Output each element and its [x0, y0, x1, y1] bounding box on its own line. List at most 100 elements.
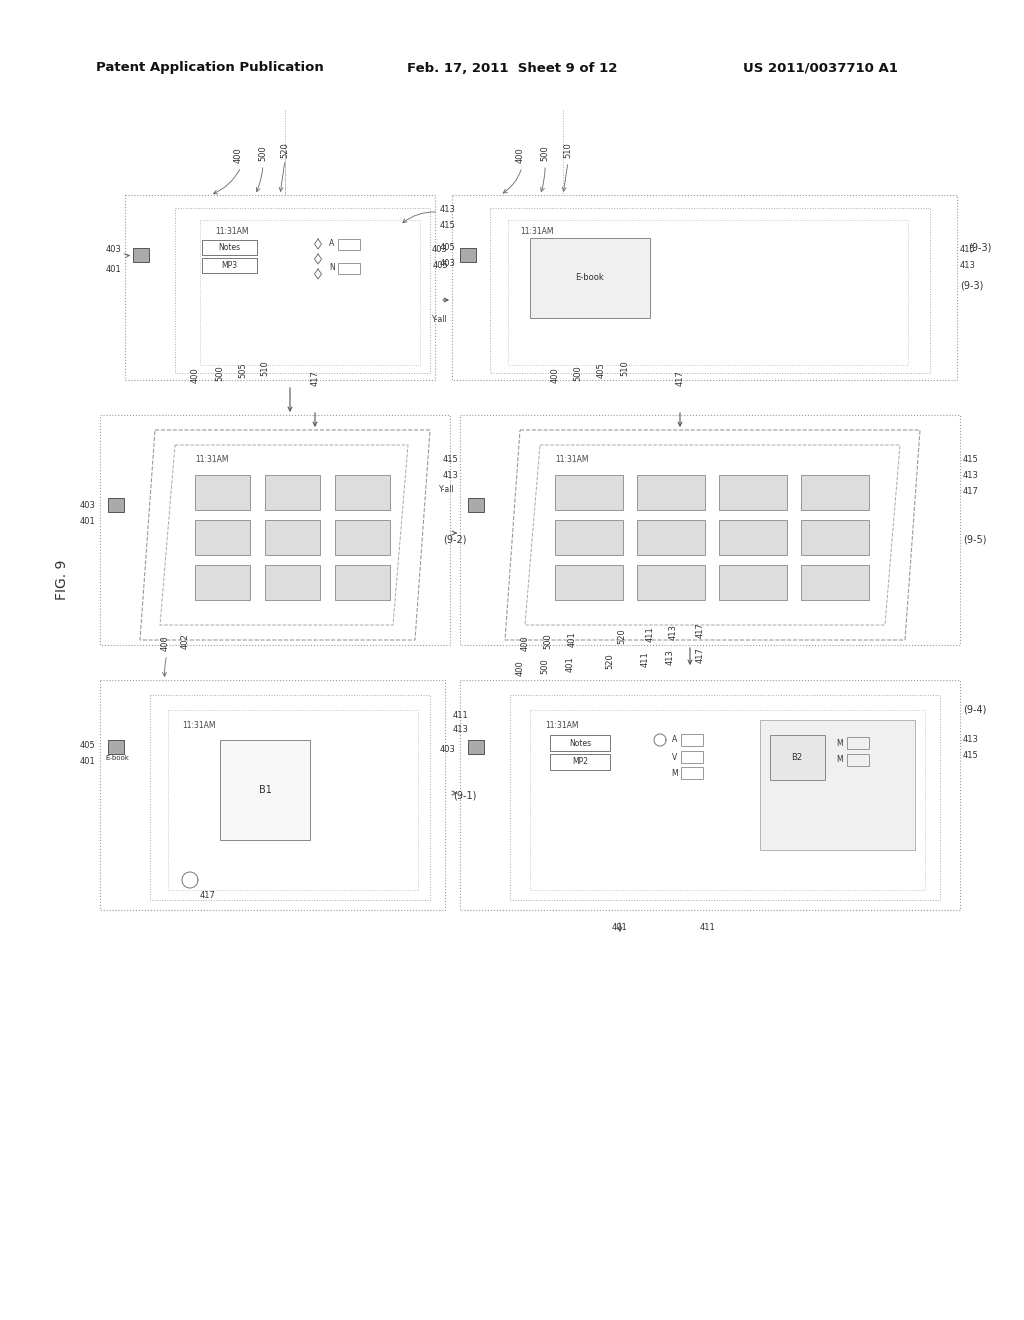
Text: Notes: Notes — [569, 738, 591, 747]
Text: Feb. 17, 2011  Sheet 9 of 12: Feb. 17, 2011 Sheet 9 of 12 — [407, 62, 617, 74]
Bar — [555, 520, 623, 554]
Bar — [468, 741, 484, 754]
Text: 413: 413 — [669, 624, 678, 640]
Text: 401: 401 — [79, 517, 95, 527]
Text: MP2: MP2 — [572, 758, 588, 767]
Text: 413: 413 — [961, 260, 976, 269]
Bar — [200, 220, 420, 366]
Text: 413: 413 — [443, 471, 459, 480]
Text: Notes: Notes — [218, 243, 240, 252]
Bar — [100, 680, 445, 909]
Text: 411: 411 — [700, 924, 716, 932]
Text: 400: 400 — [551, 367, 559, 383]
Text: 413: 413 — [440, 206, 456, 214]
Text: (9-3): (9-3) — [961, 280, 983, 290]
Bar — [202, 240, 257, 255]
Bar — [550, 735, 610, 751]
Bar — [168, 710, 418, 890]
Text: US 2011/0037710 A1: US 2011/0037710 A1 — [742, 62, 897, 74]
Bar — [801, 520, 869, 554]
Bar — [108, 498, 124, 512]
Text: E-book: E-book — [575, 273, 604, 282]
Text: 500: 500 — [258, 145, 267, 161]
Bar — [125, 195, 435, 380]
Bar — [265, 565, 319, 601]
Bar — [681, 751, 703, 763]
Bar — [510, 696, 940, 900]
Text: 11:31AM: 11:31AM — [195, 455, 228, 465]
Bar — [847, 754, 869, 766]
Text: MP3: MP3 — [221, 260, 238, 269]
Bar — [760, 719, 915, 850]
Bar — [637, 565, 705, 601]
Text: 405: 405 — [432, 260, 449, 269]
Bar — [195, 565, 250, 601]
Bar — [195, 475, 250, 510]
Bar — [452, 195, 957, 380]
Text: 415: 415 — [963, 751, 979, 760]
Text: V: V — [673, 752, 678, 762]
Text: 417: 417 — [963, 487, 979, 496]
Text: Y-all: Y-all — [432, 315, 449, 325]
Text: 403: 403 — [79, 500, 95, 510]
Bar — [637, 520, 705, 554]
Text: 510: 510 — [621, 360, 630, 376]
Bar — [202, 257, 257, 273]
Text: 415: 415 — [440, 220, 456, 230]
Text: 11:31AM: 11:31AM — [215, 227, 249, 236]
Bar — [770, 735, 825, 780]
Text: A: A — [330, 239, 335, 248]
Text: 520: 520 — [617, 628, 627, 644]
Bar — [460, 414, 961, 645]
Text: 11:31AM: 11:31AM — [545, 721, 579, 730]
Text: N: N — [329, 264, 335, 272]
Text: 405: 405 — [597, 362, 605, 378]
Bar — [460, 248, 476, 261]
Text: 400: 400 — [515, 147, 524, 162]
Text: (9-1): (9-1) — [453, 789, 476, 800]
Bar — [265, 520, 319, 554]
Bar — [555, 565, 623, 601]
Bar — [530, 710, 925, 890]
Bar — [508, 220, 908, 366]
Text: 400: 400 — [190, 367, 200, 383]
Text: 403: 403 — [440, 259, 456, 268]
Text: 417: 417 — [310, 370, 319, 385]
Text: 413: 413 — [666, 649, 675, 665]
Bar — [490, 209, 930, 374]
Text: 405: 405 — [79, 741, 95, 750]
Text: 500: 500 — [541, 145, 550, 161]
Text: M: M — [837, 755, 844, 764]
Text: 500: 500 — [541, 659, 550, 675]
Text: 401: 401 — [567, 631, 577, 647]
Bar — [719, 565, 787, 601]
Text: 500: 500 — [573, 366, 583, 381]
Bar — [150, 696, 430, 900]
Text: 401: 401 — [79, 758, 95, 767]
Text: (9-2): (9-2) — [443, 535, 467, 545]
Text: Y-all: Y-all — [439, 486, 455, 495]
Text: 520: 520 — [605, 653, 614, 669]
Bar — [719, 475, 787, 510]
Text: (9-3): (9-3) — [968, 243, 991, 253]
Text: 413: 413 — [453, 726, 469, 734]
Text: 417: 417 — [695, 647, 705, 663]
Bar — [335, 520, 390, 554]
Text: (9-4): (9-4) — [963, 705, 986, 715]
Bar — [801, 565, 869, 601]
Text: 11:31AM: 11:31AM — [555, 455, 589, 465]
Text: (9-5): (9-5) — [963, 535, 986, 545]
Text: 403: 403 — [439, 746, 455, 755]
Text: 405: 405 — [440, 243, 456, 252]
Bar — [847, 737, 869, 748]
Text: 413: 413 — [963, 471, 979, 480]
Text: 401: 401 — [612, 924, 628, 932]
Text: 400: 400 — [233, 147, 243, 162]
Text: 411: 411 — [453, 710, 469, 719]
Bar — [338, 263, 360, 275]
Text: B2: B2 — [792, 752, 803, 762]
Bar — [530, 238, 650, 318]
Bar — [681, 767, 703, 779]
Bar — [265, 475, 319, 510]
Bar — [100, 414, 450, 645]
